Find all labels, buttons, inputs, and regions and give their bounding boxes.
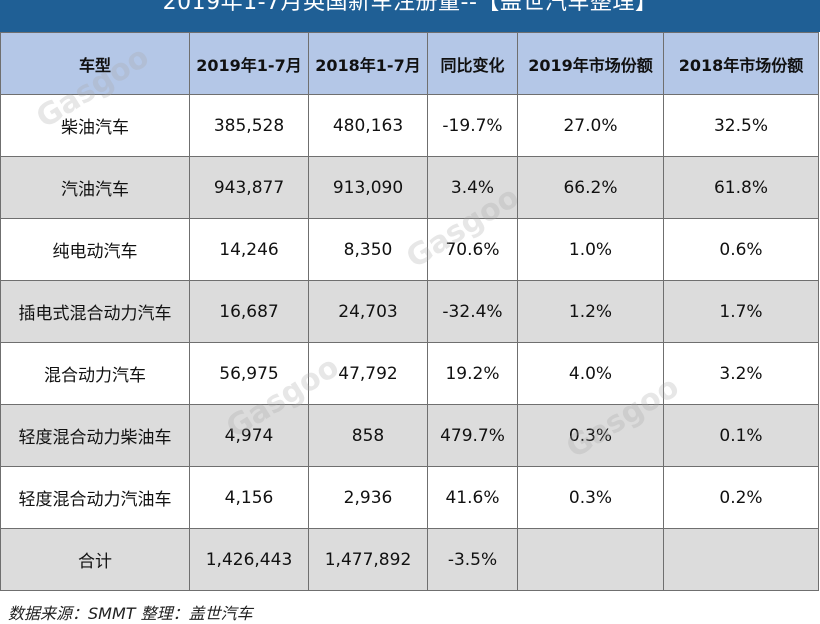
cell-share-2018: 0.2% bbox=[663, 466, 819, 529]
cell-share-2018 bbox=[663, 528, 819, 591]
cell-share-2018: 0.6% bbox=[663, 218, 819, 281]
table-row: 轻度混合动力汽油车 4,156 2,936 41.6% 0.3% 0.2% bbox=[0, 466, 819, 529]
table-row: 轻度混合动力柴油车 4,974 858 479.7% 0.3% 0.1% bbox=[0, 404, 819, 467]
header-cell-share-2018: 2018年市场份额 bbox=[663, 32, 819, 95]
header-cell-share-2019: 2019年市场份额 bbox=[517, 32, 664, 95]
cell-2019: 14,246 bbox=[189, 218, 309, 281]
cell-2018: 47,792 bbox=[308, 342, 428, 405]
cell-2019: 385,528 bbox=[189, 94, 309, 157]
cell-model: 混合动力汽车 bbox=[0, 342, 190, 405]
cell-2019: 4,156 bbox=[189, 466, 309, 529]
page-title: 2019年1-7月英国新车注册量--【盖世汽车整理】 bbox=[162, 0, 658, 15]
cell-model: 汽油汽车 bbox=[0, 156, 190, 219]
header-cell-2018: 2018年1-7月 bbox=[308, 32, 428, 95]
source-footnote: 数据来源：SMMT 整理：盖世汽车 bbox=[8, 604, 253, 623]
cell-2018: 2,936 bbox=[308, 466, 428, 529]
cell-model: 插电式混合动力汽车 bbox=[0, 280, 190, 343]
cell-2018: 24,703 bbox=[308, 280, 428, 343]
cell-2019: 943,877 bbox=[189, 156, 309, 219]
cell-2018: 913,090 bbox=[308, 156, 428, 219]
cell-share-2019: 1.0% bbox=[517, 218, 664, 281]
cell-2019: 1,426,443 bbox=[189, 528, 309, 591]
cell-yoy: 479.7% bbox=[427, 404, 518, 467]
cell-yoy: 3.4% bbox=[427, 156, 518, 219]
cell-2019: 4,974 bbox=[189, 404, 309, 467]
header-cell-2019: 2019年1-7月 bbox=[189, 32, 309, 95]
cell-model: 柴油汽车 bbox=[0, 94, 190, 157]
cell-share-2018: 1.7% bbox=[663, 280, 819, 343]
cell-2018: 1,477,892 bbox=[308, 528, 428, 591]
table-row-total: 合计 1,426,443 1,477,892 -3.5% bbox=[0, 528, 819, 591]
cell-yoy: 19.2% bbox=[427, 342, 518, 405]
cell-yoy: 41.6% bbox=[427, 466, 518, 529]
cell-share-2019: 27.0% bbox=[517, 94, 664, 157]
cell-model: 轻度混合动力柴油车 bbox=[0, 404, 190, 467]
cell-share-2018: 0.1% bbox=[663, 404, 819, 467]
cell-yoy: -3.5% bbox=[427, 528, 518, 591]
cell-model: 轻度混合动力汽油车 bbox=[0, 466, 190, 529]
title-bar: 2019年1-7月英国新车注册量--【盖世汽车整理】 bbox=[0, 0, 820, 32]
table-row: 纯电动汽车 14,246 8,350 70.6% 1.0% 0.6% bbox=[0, 218, 819, 281]
table-header-row: 车型 2019年1-7月 2018年1-7月 同比变化 2019年市场份额 20… bbox=[0, 32, 819, 95]
cell-share-2018: 3.2% bbox=[663, 342, 819, 405]
registration-table: 车型 2019年1-7月 2018年1-7月 同比变化 2019年市场份额 20… bbox=[0, 32, 819, 591]
cell-share-2019 bbox=[517, 528, 664, 591]
cell-yoy: 70.6% bbox=[427, 218, 518, 281]
cell-share-2019: 4.0% bbox=[517, 342, 664, 405]
cell-yoy: -32.4% bbox=[427, 280, 518, 343]
cell-share-2019: 0.3% bbox=[517, 466, 664, 529]
cell-share-2019: 66.2% bbox=[517, 156, 664, 219]
table-row: 汽油汽车 943,877 913,090 3.4% 66.2% 61.8% bbox=[0, 156, 819, 219]
table-row: 插电式混合动力汽车 16,687 24,703 -32.4% 1.2% 1.7% bbox=[0, 280, 819, 343]
header-cell-model: 车型 bbox=[0, 32, 190, 95]
cell-2019: 16,687 bbox=[189, 280, 309, 343]
table-row: 柴油汽车 385,528 480,163 -19.7% 27.0% 32.5% bbox=[0, 94, 819, 157]
cell-share-2018: 32.5% bbox=[663, 94, 819, 157]
cell-2018: 8,350 bbox=[308, 218, 428, 281]
cell-2018: 858 bbox=[308, 404, 428, 467]
cell-2018: 480,163 bbox=[308, 94, 428, 157]
cell-share-2019: 1.2% bbox=[517, 280, 664, 343]
header-cell-yoy: 同比变化 bbox=[427, 32, 518, 95]
cell-share-2018: 61.8% bbox=[663, 156, 819, 219]
cell-2019: 56,975 bbox=[189, 342, 309, 405]
cell-model: 合计 bbox=[0, 528, 190, 591]
cell-yoy: -19.7% bbox=[427, 94, 518, 157]
table-row: 混合动力汽车 56,975 47,792 19.2% 4.0% 3.2% bbox=[0, 342, 819, 405]
cell-share-2019: 0.3% bbox=[517, 404, 664, 467]
cell-model: 纯电动汽车 bbox=[0, 218, 190, 281]
